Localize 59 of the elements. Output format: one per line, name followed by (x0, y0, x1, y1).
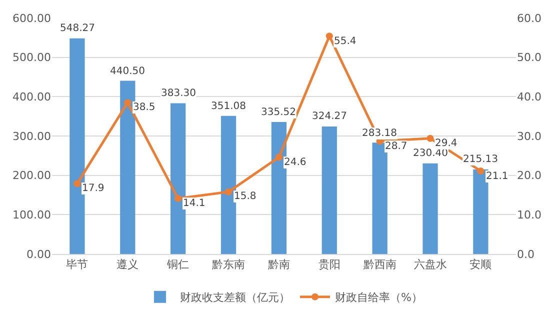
y-tick-label: 200.00 (12, 169, 51, 182)
y2-tick-label: 50.0 (517, 51, 542, 64)
point (225, 188, 232, 196)
data-label: 55.4 (334, 36, 356, 47)
data-label: 283.18 (362, 128, 397, 139)
point (426, 134, 434, 142)
data-label: 17.9 (82, 183, 104, 194)
point (477, 168, 484, 175)
bar (170, 103, 186, 254)
y2-tick-label: 10.0 (517, 208, 542, 222)
bar (473, 169, 488, 254)
data-label: 14.1 (183, 198, 206, 209)
x-tick-label: 铜仁 (166, 258, 190, 272)
y-tick-label: 0.00 (26, 248, 51, 261)
bar (220, 116, 236, 254)
data-label: 230.40 (413, 148, 448, 159)
y-tick-label: 100.00 (12, 208, 51, 222)
data-label: 24.6 (284, 157, 306, 168)
x-tick-label: 贵阳 (318, 258, 340, 272)
data-label: 15.8 (234, 191, 256, 202)
bar (422, 163, 438, 254)
y-tick-label: 600.00 (12, 12, 51, 25)
point (174, 195, 182, 202)
data-label: 548.27 (60, 23, 95, 34)
data-label: 351.08 (211, 101, 246, 112)
data-label: 38.5 (133, 102, 156, 113)
x-tick-label: 六盘水 (414, 258, 447, 272)
data-label: 440.50 (110, 66, 145, 77)
y2-tick-label: 40.0 (517, 90, 542, 104)
data-label: 21.1 (486, 171, 508, 182)
point (124, 99, 132, 106)
data-label: 335.52 (261, 107, 296, 118)
y2-tick-label: 0.0 (517, 248, 534, 261)
legend-label: 财政收支差额（亿元） (180, 291, 290, 304)
x-tick-label: 黔西南 (362, 258, 396, 272)
y-tick-label: 300.00 (12, 130, 51, 143)
x-tick-label: 安顺 (470, 258, 492, 272)
bar (322, 126, 337, 254)
y2-tick-label: 30.0 (517, 130, 542, 143)
bar (372, 142, 388, 254)
x-tick-label: 黔南 (266, 258, 290, 272)
data-label: 324.27 (312, 111, 347, 122)
x-tick-label: 毕节 (66, 258, 88, 272)
y-tick-label: 400.00 (12, 90, 51, 104)
legend-label: 财政自给率（%） (335, 291, 422, 304)
bar (70, 38, 85, 254)
point (74, 180, 81, 188)
data-label: 29.4 (435, 138, 458, 149)
y2-tick-label: 20.0 (517, 169, 542, 182)
point (275, 154, 282, 161)
data-label: 215.13 (463, 154, 498, 165)
data-label: 28.7 (385, 141, 408, 152)
y-tick-label: 500.00 (12, 51, 51, 64)
y2-tick-label: 60.0 (517, 12, 542, 25)
data-label: 383.30 (161, 88, 196, 99)
point (326, 32, 333, 40)
x-tick-label: 遵义 (116, 258, 139, 272)
x-tick-label: 黔东南 (211, 258, 246, 272)
bar (120, 80, 136, 254)
